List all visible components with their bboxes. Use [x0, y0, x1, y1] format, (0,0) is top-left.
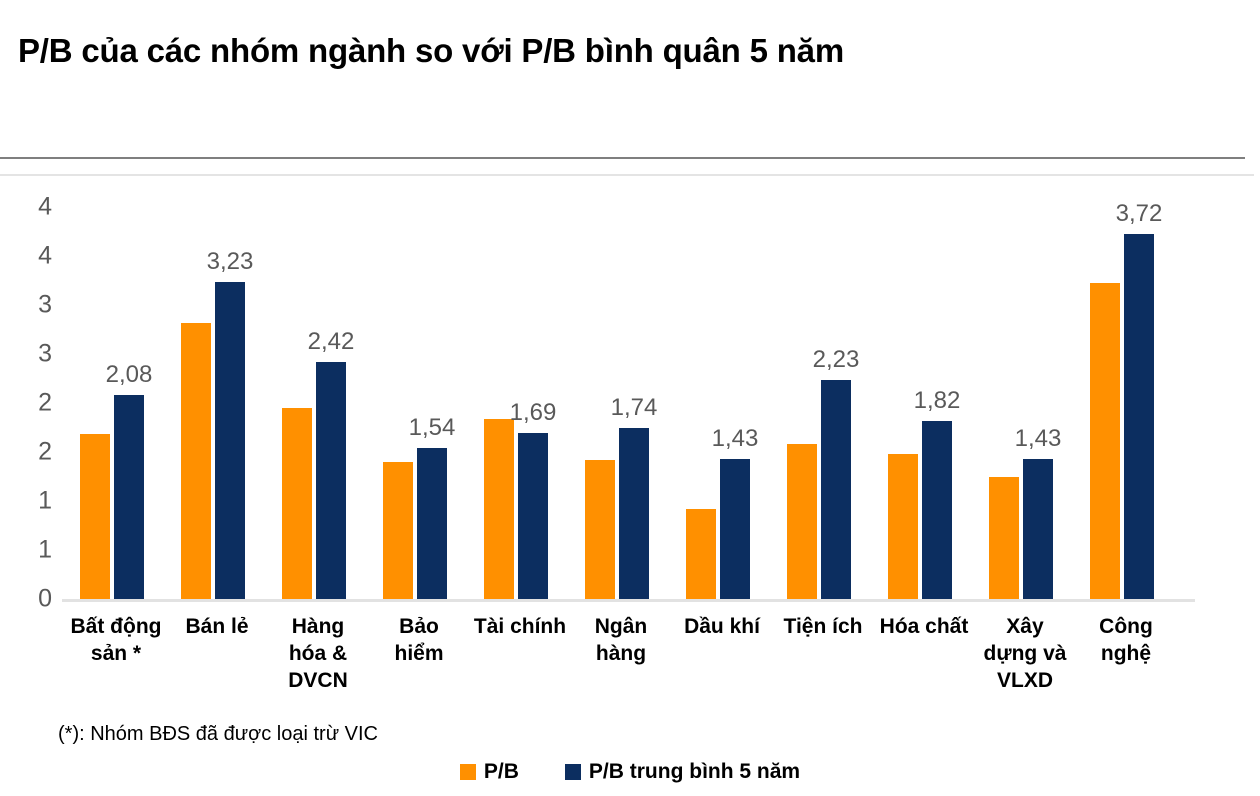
bar-pb-5y-average[interactable]	[821, 380, 851, 599]
bar-pb-5y-average[interactable]	[316, 361, 346, 599]
bar-value-label: 2,23	[812, 346, 860, 374]
bar-pb-5y-average[interactable]	[518, 433, 548, 599]
legend-item[interactable]: P/B	[459, 760, 519, 784]
x-axis-category-label: Bảo hiểm	[394, 615, 444, 665]
x-axis-category-label: Tiện ích	[783, 615, 863, 638]
bar-pb-5y-average[interactable]	[1023, 458, 1053, 599]
bar-group: 1,82	[882, 199, 961, 599]
bar-pb-5y-average[interactable]	[922, 420, 952, 599]
legend-swatch-icon	[564, 764, 581, 780]
bar-pb[interactable]	[484, 418, 514, 599]
bar-value-label: 2,08	[105, 361, 153, 389]
bar-pb-5y-average[interactable]	[215, 282, 245, 599]
x-axis-category-label: Dầu khí	[684, 615, 760, 638]
bar-pb[interactable]	[888, 453, 918, 599]
legend-swatch-icon	[459, 764, 476, 780]
x-axis-category-label: Ngân hàng	[594, 615, 648, 665]
bar-pb-5y-average[interactable]	[417, 448, 447, 599]
y-axis-tick-label: 1	[38, 486, 52, 515]
legend-label: P/B	[483, 760, 519, 783]
bar-pb[interactable]	[686, 508, 716, 599]
footnote: (*): Nhóm BĐS đã được loại trừ VIC	[58, 723, 378, 745]
x-axis-category-label: Xây dựng và VLXD	[983, 615, 1067, 692]
bar-value-label: 3,72	[1115, 200, 1163, 228]
bar-group: 1,54	[377, 199, 456, 599]
header-divider-light	[0, 174, 1254, 176]
x-axis-category-label: Tài chính	[473, 615, 567, 638]
bar-value-label: 3,23	[206, 248, 254, 276]
bar-pb[interactable]	[989, 476, 1019, 599]
bar-group: 3,23	[175, 199, 254, 599]
bar-pb-5y-average[interactable]	[619, 428, 649, 599]
bar-group: 3,72	[1084, 199, 1163, 599]
bar-value-label: 1,54	[408, 414, 456, 442]
bar-pb-5y-average[interactable]	[1124, 234, 1154, 599]
y-axis-tick-label: 3	[38, 290, 52, 319]
y-axis-tick-label: 4	[38, 192, 52, 221]
x-axis-baseline	[62, 599, 1195, 602]
bar-pb[interactable]	[383, 461, 413, 599]
bar-group: 1,69	[478, 199, 557, 599]
bar-group: 2,23	[781, 199, 860, 599]
legend-item[interactable]: P/B trung bình 5 năm	[564, 760, 801, 784]
bar-group: 1,43	[983, 199, 1062, 599]
y-axis-tick-label: 2	[38, 388, 52, 417]
y-axis-tick-label: 1	[38, 535, 52, 564]
bar-pb-5y-average[interactable]	[720, 458, 750, 599]
bar-chart-plot-area: 4 4 3 3 2 2 1 1 0 2,08 3,23 2,42 1,54 1,69 1,74 1,43 2,…	[0, 180, 1260, 613]
y-axis-tick-label: 4	[38, 241, 52, 270]
bar-pb[interactable]	[1090, 283, 1120, 599]
bar-value-label: 1,43	[1014, 424, 1062, 452]
page-title: P/B của các nhóm ngành so với P/B bình q…	[18, 32, 844, 69]
bar-value-label: 1,69	[509, 399, 557, 427]
y-axis-tick-label: 3	[38, 339, 52, 368]
bar-pb[interactable]	[80, 434, 110, 599]
bar-value-label: 1,82	[913, 386, 961, 414]
bar-value-label: 1,43	[711, 424, 759, 452]
bar-group: 1,43	[680, 199, 759, 599]
x-axis-category-label: Bất động sản *	[70, 615, 162, 665]
legend-label: P/B trung bình 5 năm	[588, 760, 801, 783]
bar-pb[interactable]	[181, 322, 211, 599]
chart-legend: P/B P/B trung bình 5 năm	[0, 760, 1260, 784]
x-axis-category-label: Hóa chất	[879, 615, 969, 638]
bar-pb-5y-average[interactable]	[114, 395, 144, 599]
bar-group: 2,42	[276, 199, 355, 599]
bar-pb[interactable]	[787, 444, 817, 599]
bar-value-label: 1,74	[610, 394, 658, 422]
bar-group: 2,08	[74, 199, 153, 599]
bar-pb[interactable]	[585, 459, 615, 599]
bar-value-label: 2,42	[307, 327, 355, 355]
y-axis-tick-label: 0	[38, 584, 52, 613]
y-axis-tick-label: 2	[38, 437, 52, 466]
bar-pb[interactable]	[282, 407, 312, 599]
bar-group: 1,74	[579, 199, 658, 599]
x-axis-category-label: Công nghệ	[1099, 615, 1153, 665]
header-divider-dark	[0, 157, 1245, 159]
x-axis-category-label: Hàng hóa & DVCN	[288, 615, 348, 692]
x-axis-category-label: Bán lẻ	[185, 615, 249, 638]
